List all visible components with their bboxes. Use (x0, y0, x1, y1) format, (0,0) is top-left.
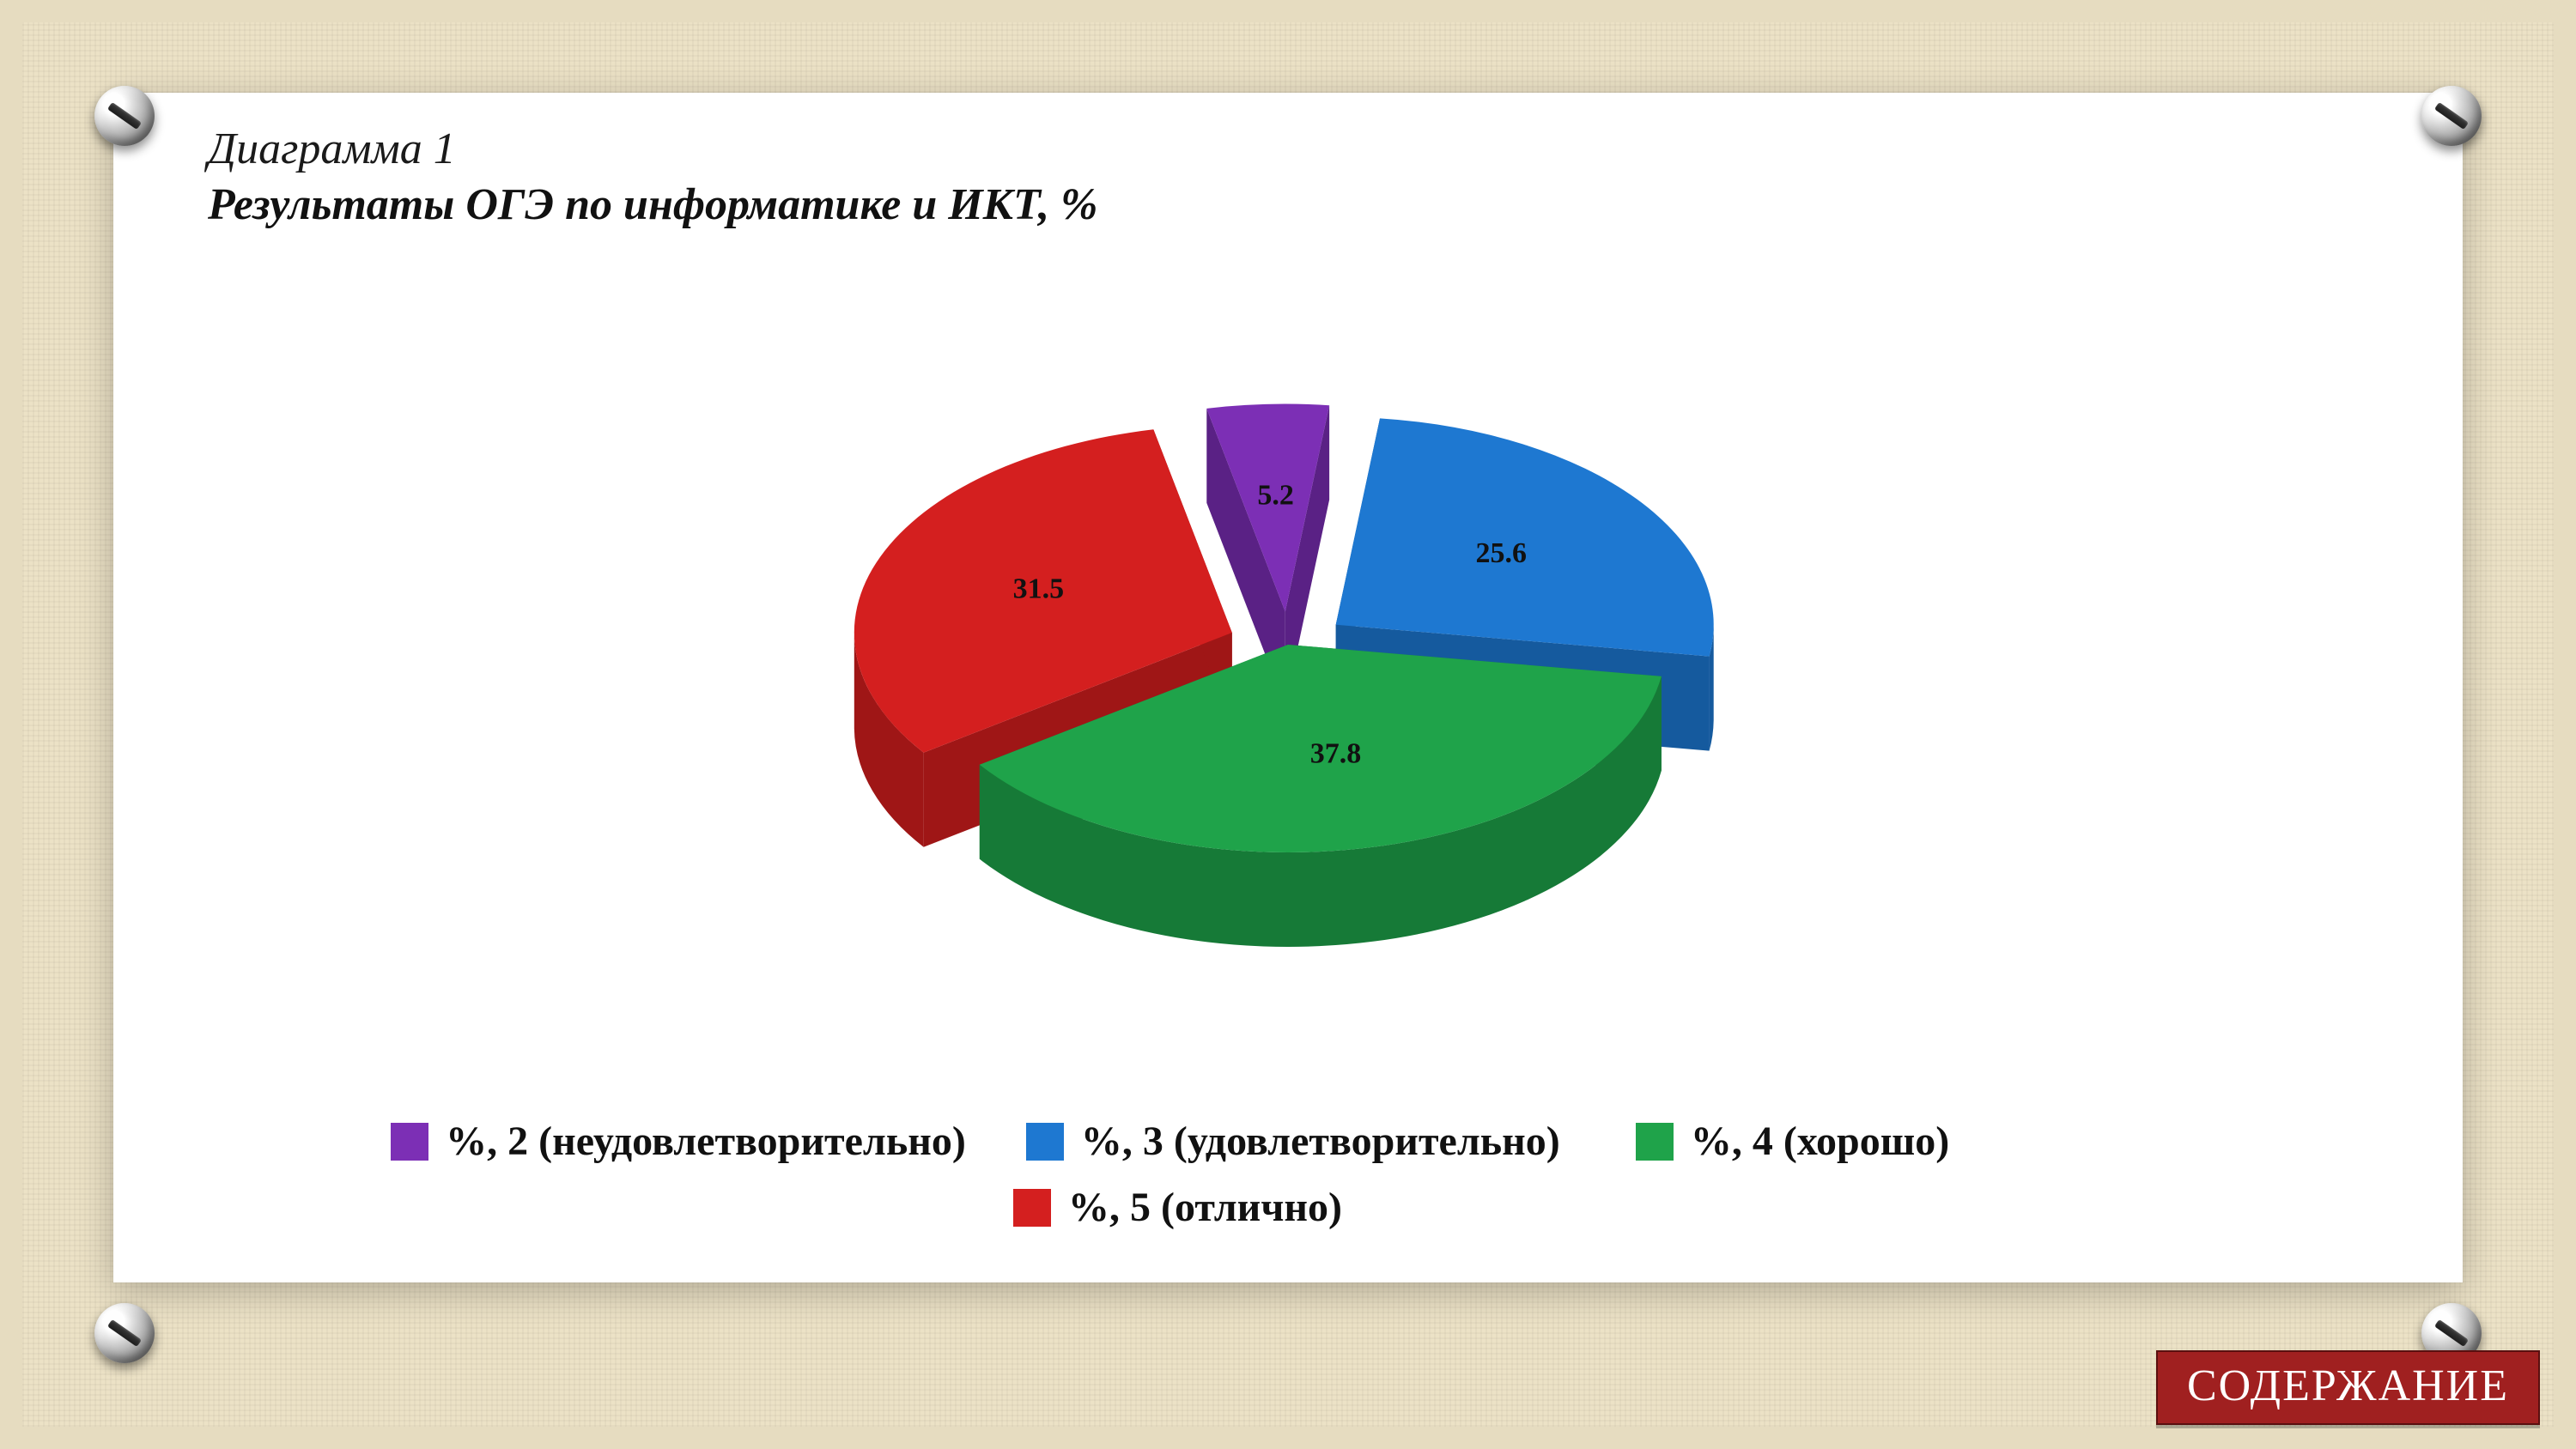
legend-swatch (391, 1123, 428, 1161)
legend-label: %, 5 (отлично) (1068, 1184, 1342, 1231)
legend: %, 2 (неудовлетворительно) %, 3 (удовлетв… (113, 1118, 2463, 1231)
corner-bolt-icon (94, 1303, 155, 1363)
legend-swatch (1013, 1189, 1051, 1227)
legend-item: %, 5 (отлично) (1013, 1184, 1563, 1231)
legend-swatch (1636, 1123, 1674, 1161)
legend-item: %, 4 (хорошо) (1636, 1118, 2185, 1165)
pie-slice-label: 25.6 (1476, 537, 1528, 569)
pie-chart: 5.2 25.6 37.8 31.5 (472, 258, 2104, 1100)
chart-subtitle: Результаты ОГЭ по информатике и ИКТ, % (208, 179, 1097, 230)
pie-slice-label: 5.2 (1257, 479, 1294, 511)
chart-caption: Диаграмма 1 (208, 124, 1097, 174)
pie-slice-label: 37.8 (1310, 737, 1362, 769)
pie-slice-label: 31.5 (1013, 573, 1065, 604)
legend-label: %, 3 (удовлетворительно) (1081, 1118, 1560, 1165)
legend-label: %, 4 (хорошо) (1691, 1118, 1949, 1165)
contents-button[interactable]: СОДЕРЖАНИЕ (2156, 1350, 2540, 1425)
title-block: Диаграмма 1 Результаты ОГЭ по информатик… (208, 124, 1097, 230)
legend-swatch (1026, 1123, 1064, 1161)
chart-area: 5.2 25.6 37.8 31.5 (113, 264, 2463, 1094)
legend-item: %, 3 (удовлетворительно) (1026, 1118, 1576, 1165)
corner-bolt-icon (94, 86, 155, 146)
content-panel: Диаграмма 1 Результаты ОГЭ по информатик… (113, 93, 2463, 1282)
legend-label: %, 2 (неудовлетворительно) (446, 1118, 966, 1165)
corner-bolt-icon (2421, 86, 2482, 146)
legend-item: %, 2 (неудовлетворительно) (391, 1118, 966, 1165)
